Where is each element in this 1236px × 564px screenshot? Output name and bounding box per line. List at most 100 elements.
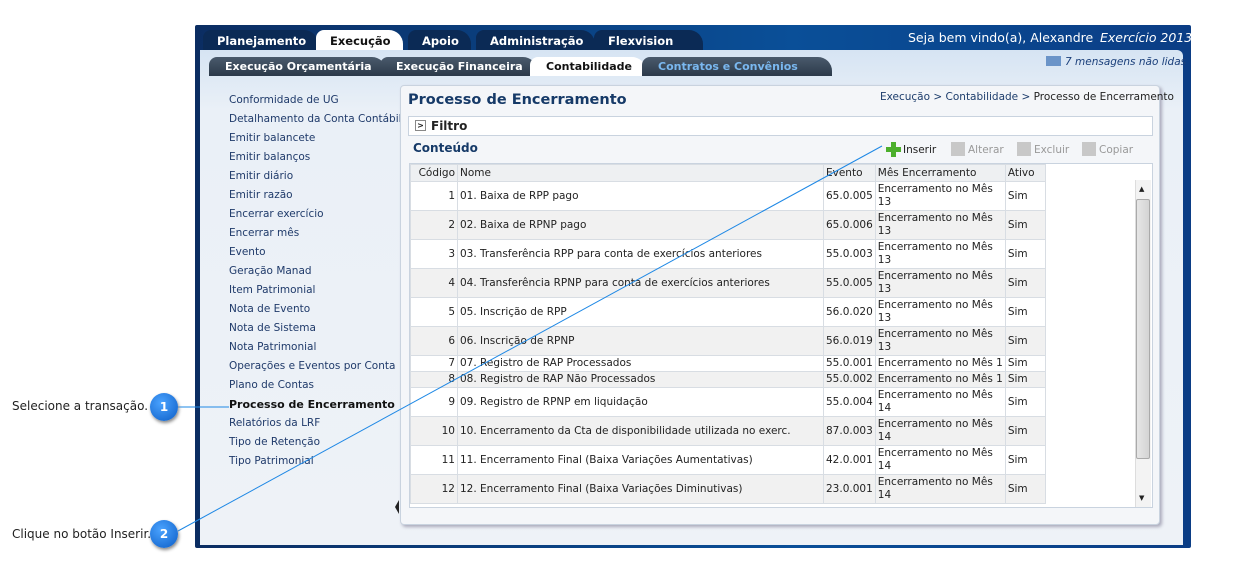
chevron-right-icon[interactable]: > <box>415 120 426 131</box>
table-row[interactable]: 7 07. Registro de RAP Processados 55.0.001… <box>410 355 1046 372</box>
subtab-contratos-convenios[interactable]: Contratos e Convênios <box>642 57 832 76</box>
trash-icon <box>1017 142 1031 156</box>
tab-planejamento[interactable]: Planejamento <box>203 30 319 50</box>
cell: Sim <box>1004 445 1046 475</box>
sidebar-item[interactable]: Emitir balancete <box>229 132 316 144</box>
copiar-button[interactable]: Copiar <box>1082 142 1133 156</box>
callout-badge-2: 2 <box>150 520 178 548</box>
collapse-sidebar-icon[interactable] <box>395 500 399 514</box>
sidebar-item[interactable]: Geração Manad <box>229 265 312 277</box>
conteudo-label: Conteúdo <box>413 141 478 155</box>
filtro-label: Filtro <box>431 119 468 133</box>
col-ativo[interactable]: Ativo <box>1004 164 1046 182</box>
sidebar-item[interactable]: Relatórios da LRF <box>229 417 321 429</box>
cell: Encerramento no Mês 13 <box>874 268 1006 298</box>
cell: Encerramento no Mês 13 <box>874 181 1006 211</box>
breadcrumb-current: Processo de Encerramento <box>1033 91 1174 103</box>
sidebar-item[interactable]: Tipo Patrimonial <box>229 455 314 467</box>
cell: 04. Transferência RPNP para conta de exe… <box>457 268 824 298</box>
table-row[interactable]: 6 06. Inscrição de RPNP 56.0.019 Encerramen… <box>410 326 1046 356</box>
breadcrumb-execucao[interactable]: Execução <box>880 91 931 103</box>
sidebar-item[interactable]: Nota de Evento <box>229 303 311 315</box>
alterar-button[interactable]: Alterar <box>951 142 1004 156</box>
messages-link[interactable]: 7 mensagens não lidas <box>1046 56 1186 68</box>
cell: Encerramento no Mês 14 <box>874 387 1006 417</box>
sidebar-item[interactable]: Evento <box>229 246 266 258</box>
cell: Sim <box>1004 326 1046 356</box>
cell: 09. Registro de RPNP em liquidação <box>457 387 824 417</box>
cell: 12 <box>410 474 458 504</box>
tab-flexvision[interactable]: Flexvision <box>594 30 704 50</box>
col-evento[interactable]: Evento <box>823 164 876 182</box>
sidebar-item[interactable]: Emitir balanços <box>229 151 311 163</box>
table-row[interactable]: 8 08. Registro de RAP Não Processados 55.0… <box>410 371 1046 388</box>
cell: Encerramento no Mês 14 <box>874 416 1006 446</box>
callout-text-1: Selecione a transação. <box>12 399 149 413</box>
cell: 5 <box>410 297 458 327</box>
inserir-button[interactable]: Inserir <box>886 142 936 157</box>
sidebar-item[interactable]: Nota Patrimonial <box>229 341 317 353</box>
cell: Sim <box>1004 268 1046 298</box>
cell: 10. Encerramento da Cta de disponibilida… <box>457 416 824 446</box>
sidebar-item[interactable]: Processo de Encerramento <box>229 398 395 411</box>
cell: Encerramento no Mês 1 <box>874 355 1006 372</box>
sidebar-item[interactable]: Encerrar exercício <box>229 208 324 220</box>
cell: 11 <box>410 445 458 475</box>
sidebar-item[interactable]: Operações e Eventos por Conta <box>229 360 396 372</box>
sidebar-item[interactable]: Conformidade de UG <box>229 94 339 106</box>
cell: 9 <box>410 387 458 417</box>
scroll-up-icon[interactable]: ▲ <box>1139 185 1145 193</box>
sidebar-item[interactable]: Emitir diário <box>229 170 294 182</box>
table-row[interactable]: 5 05. Inscrição de RPP 56.0.020 Encerrament… <box>410 297 1046 327</box>
edit-icon <box>951 142 965 156</box>
cell: 12. Encerramento Final (Baixa Variações … <box>457 474 824 504</box>
data-table: Código Nome Evento Mês Encerramento Ativ… <box>409 163 1153 508</box>
col-nome[interactable]: Nome <box>457 164 824 182</box>
sidebar-item[interactable]: Item Patrimonial <box>229 284 316 296</box>
sidebar-item[interactable]: Plano de Contas <box>229 379 314 391</box>
cell: 56.0.019 <box>823 326 876 356</box>
cell: 2 <box>410 210 458 240</box>
cell: Encerramento no Mês 13 <box>874 210 1006 240</box>
subtab-execucao-orcamentaria[interactable]: Execução Orçamentária <box>209 57 386 76</box>
messages-text[interactable]: 7 mensagens não lidas <box>1065 56 1187 68</box>
breadcrumb: Execução > Contabilidade > Processo de E… <box>880 91 1174 103</box>
col-codigo[interactable]: Código <box>410 164 458 182</box>
excluir-button[interactable]: Excluir <box>1017 142 1069 156</box>
sidebar-item[interactable]: Detalhamento da Conta Contábil <box>229 113 402 125</box>
table-row[interactable]: 4 04. Transferência RPNP para conta de ex… <box>410 268 1046 298</box>
envelope-icon <box>1046 56 1061 66</box>
scroll-down-icon[interactable]: ▼ <box>1139 494 1145 502</box>
plus-icon <box>886 142 901 157</box>
cell: Encerramento no Mês 13 <box>874 297 1006 327</box>
cell: Encerramento no Mês 13 <box>874 326 1006 356</box>
cell: 06. Inscrição de RPNP <box>457 326 824 356</box>
table-row[interactable]: 3 03. Transferência RPP para conta de exe… <box>410 239 1046 269</box>
sidebar-item[interactable]: Emitir razão <box>229 189 293 201</box>
table-row[interactable]: 2 02. Baixa de RPNP pago 65.0.006 Encerrame… <box>410 210 1046 240</box>
sidebar-item[interactable]: Encerrar mês <box>229 227 300 239</box>
table-row[interactable]: 12 12. Encerramento Final (Baixa Variaçõe… <box>410 474 1046 504</box>
cell: Sim <box>1004 239 1046 269</box>
callout-badge-1: 1 <box>150 393 178 421</box>
sidebar-item[interactable]: Nota de Sistema <box>229 322 316 334</box>
scrollbar-thumb[interactable] <box>1136 199 1150 459</box>
table-row[interactable]: 9 09. Registro de RPNP em liquidação 55.0.… <box>410 387 1046 417</box>
subtab-execucao-financeira[interactable]: Execução Financeira <box>380 57 537 76</box>
callout-text-2: Clique no botão Inserir. <box>12 527 152 541</box>
exercicio-label: Exercício 2013 <box>1100 30 1193 45</box>
cell: 05. Inscrição de RPP <box>457 297 824 327</box>
tab-execucao[interactable]: Execução <box>316 30 403 50</box>
tab-apoio[interactable]: Apoio <box>408 30 471 50</box>
sidebar-item[interactable]: Tipo de Retenção <box>229 436 321 448</box>
breadcrumb-contabilidade[interactable]: Contabilidade <box>945 91 1019 103</box>
cell: 56.0.020 <box>823 297 876 327</box>
cell: 23.0.001 <box>823 474 876 504</box>
cell: 87.0.003 <box>823 416 876 446</box>
subtab-contabilidade[interactable]: Contabilidade <box>530 57 646 76</box>
cell: Sim <box>1004 474 1046 504</box>
cell: Sim <box>1004 355 1046 372</box>
tab-administracao[interactable]: Administração <box>476 30 596 50</box>
filtro-panel[interactable]: > Filtro <box>408 116 1153 136</box>
